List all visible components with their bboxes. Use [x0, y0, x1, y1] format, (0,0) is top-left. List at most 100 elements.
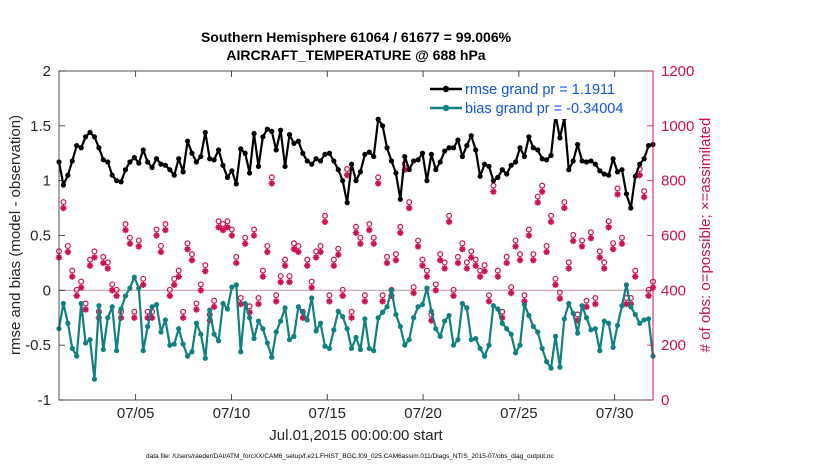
- obs-assimilated-marker: [583, 303, 590, 310]
- obs-assimilated-marker: [632, 273, 639, 280]
- obs-possible-marker: [392, 251, 399, 258]
- rmse-point: [614, 169, 621, 175]
- obs-possible-marker: [308, 278, 315, 285]
- obs-assimilated-marker: [410, 289, 417, 297]
- obs-assimilated-marker: [197, 287, 205, 294]
- rmse-point: [641, 156, 647, 162]
- bias-point: [224, 306, 231, 312]
- rmse-point: [428, 151, 434, 157]
- obs-possible-marker: [437, 251, 444, 258]
- bias-point: [424, 285, 430, 291]
- rmse-point: [74, 142, 80, 149]
- y-left-tick-label: -1: [38, 392, 51, 409]
- bias-point: [592, 326, 598, 332]
- obs-possible-marker: [459, 240, 466, 247]
- bias-point: [446, 312, 452, 319]
- obs-possible-marker: [406, 199, 413, 206]
- obs-assimilated-marker: [140, 281, 147, 289]
- obs-assimilated-marker: [179, 314, 187, 321]
- obs-possible-marker: [162, 221, 169, 228]
- rmse-point: [69, 158, 75, 164]
- obs-possible-marker: [251, 226, 258, 233]
- obs-possible-marker: [166, 286, 173, 293]
- bias-point: [264, 340, 270, 346]
- rmse-point: [557, 135, 563, 141]
- bias-point: [601, 318, 607, 324]
- rmse-point: [588, 158, 594, 164]
- rmse-point: [570, 158, 576, 164]
- rmse-point: [335, 167, 341, 173]
- bias-point: [304, 317, 310, 323]
- x-tick-label: 07/05: [117, 405, 155, 422]
- bias-point: [233, 282, 239, 288]
- obs-possible-marker: [605, 218, 612, 225]
- bias-point: [623, 282, 630, 288]
- rmse-point: [433, 167, 439, 173]
- obs-assimilated-marker: [144, 314, 151, 321]
- obs-assimilated-marker: [153, 232, 160, 239]
- bias-point: [167, 342, 173, 348]
- bias-point: [171, 341, 177, 347]
- bias-point: [508, 331, 514, 337]
- obs-possible-marker: [423, 267, 430, 274]
- obs-assimilated-marker: [640, 193, 648, 201]
- bias-point: [486, 342, 492, 348]
- rmse-point: [388, 158, 395, 164]
- rmse-point: [357, 169, 364, 175]
- bias-point: [114, 348, 120, 354]
- obs-assimilated-marker: [525, 232, 533, 239]
- bias-point: [229, 284, 235, 290]
- rmse-point: [366, 149, 372, 155]
- rmse-point: [127, 159, 133, 165]
- bias-point: [122, 293, 129, 299]
- bias-point: [406, 337, 412, 343]
- obs-possible-marker: [78, 278, 85, 285]
- bias-point: [184, 353, 191, 359]
- obs-possible-marker: [614, 185, 621, 192]
- obs-assimilated-marker: [401, 166, 408, 173]
- obs-assimilated-marker: [299, 314, 307, 321]
- rmse-point: [322, 151, 328, 157]
- obs-assimilated-marker: [193, 306, 200, 313]
- obs-assimilated-marker: [432, 287, 439, 294]
- obs-possible-marker: [233, 253, 240, 260]
- rmse-point: [535, 147, 541, 153]
- obs-possible-marker: [481, 262, 488, 269]
- bias-point: [575, 330, 581, 336]
- obs-possible-marker: [344, 166, 351, 173]
- bias-point: [78, 300, 84, 307]
- obs-possible-marker: [463, 259, 470, 266]
- rmse-point: [477, 173, 483, 179]
- rmse-point: [566, 167, 572, 173]
- legend: rmse grand pr = 1.1911 bias grand pr = -…: [426, 79, 649, 119]
- obs-assimilated-marker: [357, 240, 364, 247]
- obs-possible-marker: [69, 267, 76, 274]
- obs-possible-marker: [641, 188, 648, 195]
- obs-possible-marker: [432, 281, 439, 288]
- rmse-point: [610, 156, 616, 162]
- bias-point: [87, 337, 93, 343]
- obs-assimilated-marker: [543, 248, 550, 256]
- obs-possible-marker: [122, 221, 129, 228]
- bias-point: [415, 304, 421, 310]
- rmse-point: [207, 156, 213, 162]
- obs-possible-marker: [601, 259, 608, 266]
- rmse-point: [264, 126, 270, 132]
- bias-point: [379, 309, 386, 315]
- rmse-point: [473, 147, 479, 153]
- obs-assimilated-marker: [397, 229, 404, 236]
- bias-point: [517, 342, 523, 348]
- rmse-point: [592, 161, 598, 167]
- obs-possible-marker: [140, 275, 147, 282]
- obs-assimilated-marker: [485, 298, 493, 305]
- bias-point: [300, 309, 306, 315]
- legend-box: [426, 79, 649, 119]
- bias-point: [393, 311, 399, 318]
- obs-assimilated-marker: [241, 240, 249, 247]
- obs-assimilated-marker: [86, 262, 94, 269]
- obs-possible-marker: [375, 174, 382, 181]
- obs-assimilated-marker: [228, 232, 236, 239]
- obs-assimilated-marker: [574, 317, 581, 324]
- rmse-point: [131, 155, 137, 161]
